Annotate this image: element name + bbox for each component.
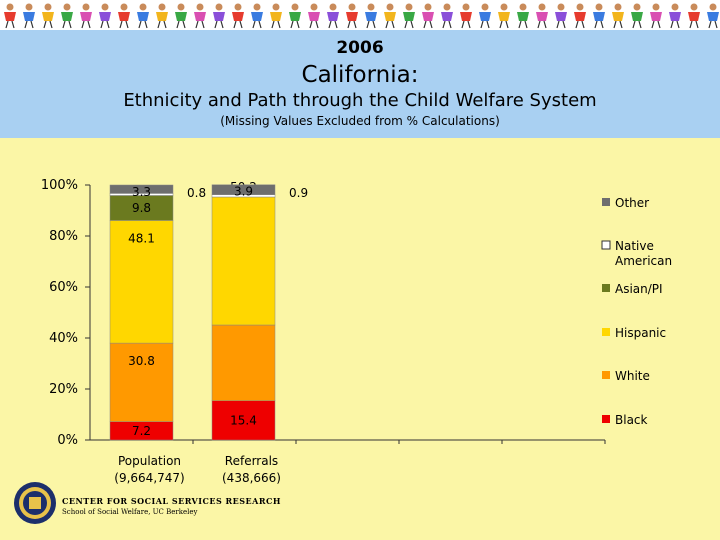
chart-subtitle: Ethnicity and Path through the Child Wel…	[123, 90, 597, 111]
bar-segment	[211, 184, 276, 195]
chart-year: 2006	[336, 38, 384, 58]
kid-figure-icon	[327, 3, 339, 29]
y-tick-label: 20%	[49, 382, 78, 397]
kid-figure-icon	[441, 3, 453, 29]
x-category-label: Population	[118, 454, 181, 468]
kid-figure-icon	[137, 3, 149, 29]
legend-swatch	[602, 371, 610, 379]
kid-figure-icon	[517, 3, 529, 29]
header-panel: 2006 California: Ethnicity and Path thro…	[0, 30, 720, 138]
y-tick-label: 0%	[57, 433, 78, 448]
legend-label: Hispanic	[615, 326, 666, 340]
footer-school: School of Social Welfare, UC Berkeley	[62, 508, 198, 516]
y-tick-label: 80%	[49, 229, 78, 244]
data-label: 3.3	[132, 185, 151, 199]
kid-figure-icon	[536, 3, 548, 29]
kid-figure-icon	[346, 3, 358, 29]
bar-segment	[211, 196, 276, 326]
y-tick-label: 60%	[49, 280, 78, 295]
legend-swatch	[602, 328, 610, 336]
legend-swatch	[601, 240, 611, 250]
kid-figure-icon	[251, 3, 263, 29]
kid-figure-icon	[80, 3, 92, 29]
bar-segment	[109, 195, 174, 221]
legend-swatch	[602, 415, 610, 423]
bar-segment	[109, 184, 174, 194]
kid-figure-icon	[23, 3, 35, 29]
kid-figure-icon	[593, 3, 605, 29]
x-category-label: Referrals	[225, 454, 278, 468]
legend-label: American	[615, 254, 672, 268]
kid-figure-icon	[99, 3, 111, 29]
kid-figure-icon	[289, 3, 301, 29]
data-label: 48.1	[128, 231, 155, 245]
kid-figure-icon	[118, 3, 130, 29]
data-label: 7.2	[132, 424, 151, 438]
kid-figure-icon	[308, 3, 320, 29]
legend-swatch	[602, 284, 610, 292]
kid-figure-icon	[688, 3, 700, 29]
kid-figure-icon	[175, 3, 187, 29]
kid-figure-icon	[4, 3, 16, 29]
data-label: 30.8	[128, 354, 155, 368]
bar-segment	[211, 400, 276, 441]
kids-banner-decoration	[0, 0, 720, 30]
kid-figure-icon	[61, 3, 73, 29]
kid-figure-icon	[365, 3, 377, 29]
kid-figure-icon	[479, 3, 491, 29]
data-label: 3.9	[234, 185, 253, 199]
kid-figure-icon	[232, 3, 244, 29]
kid-figure-icon	[669, 3, 681, 29]
bar-segment	[211, 324, 276, 401]
data-label: 15.4	[230, 413, 257, 427]
data-label: 9.8	[132, 201, 151, 215]
kid-figure-icon	[156, 3, 168, 29]
kid-figure-icon	[707, 3, 719, 29]
kid-figure-icon	[42, 3, 54, 29]
kid-figure-icon	[650, 3, 662, 29]
bar-segment	[109, 342, 174, 422]
legend-label: Native	[615, 239, 654, 253]
kid-figure-icon	[460, 3, 472, 29]
kid-figure-icon	[555, 3, 567, 29]
chart-title: California:	[301, 62, 419, 88]
kid-figure-icon	[422, 3, 434, 29]
kid-figure-icon	[403, 3, 415, 29]
kid-figure-icon	[574, 3, 586, 29]
data-label: 0.9	[289, 186, 308, 200]
footer-org: CENTER FOR SOCIAL SERVICES RESEARCH	[62, 496, 281, 506]
kid-figure-icon	[270, 3, 282, 29]
y-tick-label: 40%	[49, 331, 78, 346]
legend-swatch	[602, 198, 610, 206]
university-seal-icon	[14, 482, 56, 524]
chart-note: (Missing Values Excluded from % Calculat…	[220, 114, 500, 128]
legend-label: Asian/PI	[615, 282, 663, 296]
kid-figure-icon	[612, 3, 624, 29]
kid-figure-icon	[213, 3, 225, 29]
kid-figure-icon	[631, 3, 643, 29]
kid-figure-icon	[194, 3, 206, 29]
kid-figure-icon	[384, 3, 396, 29]
legend-label: Black	[615, 413, 648, 427]
bar-segment	[109, 220, 174, 344]
data-label: 0.8	[187, 186, 206, 200]
x-category-label: (9,664,747)	[114, 471, 184, 485]
kid-figure-icon	[498, 3, 510, 29]
x-category-label: (438,666)	[222, 471, 281, 485]
y-tick-label: 100%	[41, 178, 78, 193]
legend-label: Other	[615, 196, 649, 210]
legend-label: White	[615, 369, 650, 383]
